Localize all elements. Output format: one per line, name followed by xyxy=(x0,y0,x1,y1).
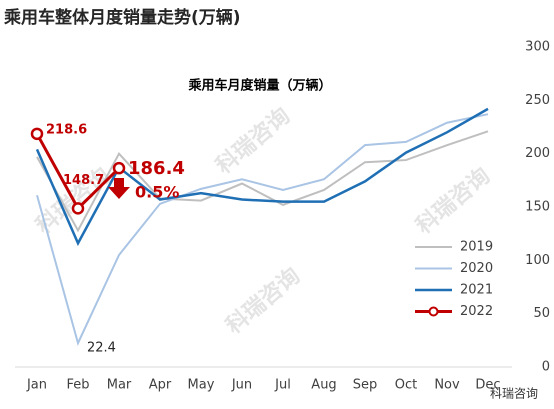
watermark: 科瑞咨询 xyxy=(411,163,495,239)
x-tick-label: Jan xyxy=(26,378,47,393)
x-tick-label: Jul xyxy=(274,378,291,393)
arrow-icon xyxy=(108,178,130,199)
x-tick-label: Feb xyxy=(66,378,89,393)
legend-marker xyxy=(428,306,439,317)
legend-label: 2020 xyxy=(460,261,493,276)
legend-label: 2021 xyxy=(460,283,493,298)
y-tick-label: 50 xyxy=(533,306,550,321)
series-line xyxy=(35,107,489,247)
x-tick-label: Aug xyxy=(311,378,336,393)
series-line xyxy=(36,113,489,346)
y-tick-label: 150 xyxy=(525,200,550,215)
data-label: 186.4 xyxy=(128,158,185,179)
marker xyxy=(30,127,44,141)
watermark: 科瑞咨询 xyxy=(490,386,538,401)
x-tick-label: Nov xyxy=(434,378,460,393)
legend-label: 2022 xyxy=(460,304,493,319)
marker xyxy=(71,202,85,215)
x-tick-label: Oct xyxy=(395,378,417,393)
y-tick-label: 200 xyxy=(525,146,550,161)
series-line xyxy=(36,130,489,233)
x-tick-label: May xyxy=(188,378,215,393)
annotation: 0.5% xyxy=(135,183,179,202)
x-tick-label: Sep xyxy=(353,378,378,393)
x-tick-label: Mar xyxy=(107,378,132,393)
y-tick-label: 250 xyxy=(525,93,550,108)
chart-title: 乘用车整体月度销量走势(万辆) xyxy=(3,7,241,28)
watermark: 科瑞咨询 xyxy=(221,263,305,339)
data-label: 148.7 xyxy=(63,173,104,188)
chart-subtitle: 乘用车月度销量（万辆） xyxy=(187,78,331,94)
data-label: 22.4 xyxy=(87,341,116,356)
y-tick-label: 300 xyxy=(525,40,550,55)
legend-label: 2019 xyxy=(460,240,493,255)
data-label: 218.6 xyxy=(46,122,87,137)
x-tick-label: Jun xyxy=(231,378,252,393)
y-tick-label: 0 xyxy=(542,360,550,375)
marker xyxy=(112,161,126,175)
y-tick-label: 100 xyxy=(525,253,550,268)
x-tick-label: Apr xyxy=(149,378,172,393)
watermark: 科瑞咨询 xyxy=(211,103,295,179)
x-tick-label: Dec xyxy=(475,378,500,393)
